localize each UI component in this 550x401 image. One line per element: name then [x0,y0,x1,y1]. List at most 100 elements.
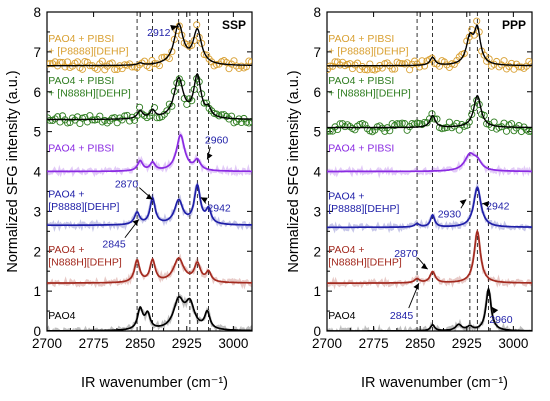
y-tick-label: 5 [313,125,321,140]
y-tick-label: 6 [33,85,41,100]
x-axis-title: IR wavenumber (cm⁻¹) [361,375,508,391]
series-0 [327,286,532,331]
y-tick-label: 0 [33,324,41,339]
peak-label-2942: 2942 [207,202,231,214]
series-1 [47,253,252,290]
series-marker [98,57,106,65]
series-marker [515,122,523,130]
peak-arrow-head [482,201,489,208]
series-label-2: [P8888][DEHP] [48,201,119,213]
series-fit-line [47,183,252,227]
series-marker [525,127,532,135]
series-label-5: + [P8888][DEHP] [48,45,128,57]
peak-arrow-head [170,24,177,31]
series-fit-line [327,94,532,129]
series-marker [200,99,208,107]
series-marker [218,111,226,119]
peak-arrow-head [459,199,467,206]
series-marker [175,75,183,83]
peak-arrow-head [145,193,153,200]
series-marker [334,125,342,134]
panel-label: PPP [502,18,526,32]
series-marker [346,123,354,131]
series-marker [222,112,231,120]
series-2 [47,181,252,233]
y-axis-title: Normalized SFG intensity (a.u.) [286,70,302,272]
series-marker [47,60,52,68]
series-marker [331,58,339,66]
peak-arrow-head [421,263,428,270]
y-tick-label: 0 [313,324,321,339]
y-tick-label: 7 [33,45,41,60]
x-tick-label: 3000 [218,336,248,351]
y-tick-label: 2 [33,244,41,259]
series-marker [398,119,406,127]
series-marker [51,58,59,66]
y-tick-label: 1 [313,284,321,299]
series-marker [500,57,508,65]
series-marker [465,118,473,126]
series-marker [203,51,211,59]
series-marker [111,65,119,74]
series-label-5: + [P8888][DEHP] [328,45,408,57]
y-tick-label: 6 [313,85,321,100]
series-marker [222,58,231,67]
peak-label-2845: 2845 [102,238,126,250]
series-marker [193,21,201,29]
series-fit-line [47,133,252,173]
series-marker [502,127,511,135]
series-fit-line [327,24,532,67]
y-axis-title: Normalized SFG intensity (a.u.) [5,70,21,272]
chart-panel-ssp: 2700 2775 2850 2925 3000 0 1 2 3 4 5 6 7 8 IR wavenumb… [5,5,253,391]
series-label-1: PAO4 + [48,244,84,256]
peak-arrow-line [481,203,484,205]
series-label-3: PAO4 + PIBSI [328,143,394,155]
series-marker [136,103,144,111]
series-label-2: PAO4 + [48,188,84,200]
x-tick-label: 2775 [79,336,109,351]
x-axis-title: IR wavenumber (cm⁻¹) [81,375,228,391]
series-marker [73,58,81,66]
series-marker [101,66,109,74]
series-marker [47,116,54,124]
peak-arrow-head [201,197,208,203]
series-marker [468,110,476,118]
peak-arrow-head [207,152,213,160]
series-label-5: PAO4 + PIBSI [48,33,114,45]
series-marker [416,63,424,71]
series-label-0: PAO4 [48,310,75,322]
peak-arrow-head [132,219,139,226]
peak-label-2845: 2845 [390,310,414,322]
series-fit-line [47,257,252,284]
x-tick-label: 2850 [405,336,435,351]
series-marker [430,115,439,123]
series-marker [153,114,161,122]
series-marker [460,49,468,58]
series-marker [396,59,404,67]
x-tick-label: 2925 [172,336,202,351]
series-marker [128,63,136,71]
x-tick-label: 3000 [498,336,528,351]
y-tick-label: 3 [313,204,321,219]
series-marker [507,59,516,67]
series-marker [398,60,406,68]
series-label-5: PAO4 + PIBSI [328,33,394,45]
series-marker [443,61,451,69]
y-tick-label: 3 [33,204,41,219]
y-tick-label: 4 [33,165,41,180]
series-marker [108,114,116,122]
series-marker [413,119,421,127]
x-tick-label: 2700 [312,336,342,351]
series-marker [47,59,54,67]
peak-label-2870: 2870 [115,178,139,190]
series-5 [47,21,252,74]
series-label-2: [P8888][DEHP] [328,203,399,215]
series-marker [473,17,481,25]
series-marker [423,119,431,127]
y-tick-label: 1 [33,284,41,299]
y-tick-label: 8 [33,5,41,20]
series-marker [527,60,532,68]
series-marker [170,35,178,43]
series-fit-line [327,286,532,331]
